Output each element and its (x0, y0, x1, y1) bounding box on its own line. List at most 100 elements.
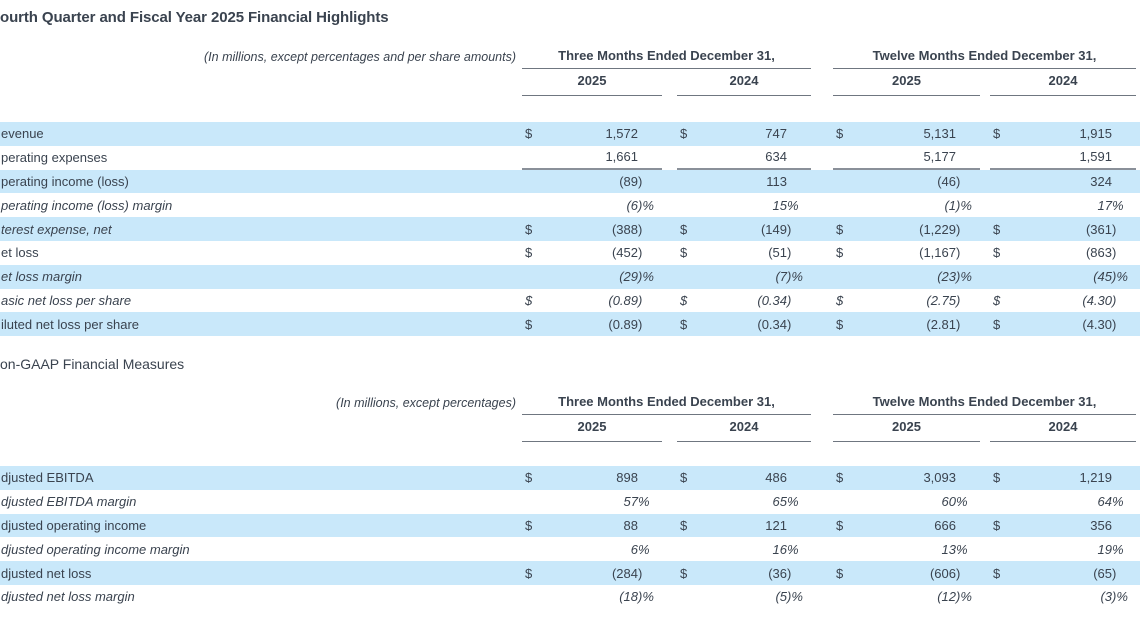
value-cell: $898 (522, 466, 662, 490)
row-label: djusted operating income (1, 517, 147, 533)
row-label: djusted operating income margin (1, 541, 190, 557)
value-cell: 19% (990, 537, 1136, 561)
row-label: perating income (loss) (1, 173, 129, 189)
dollar-sign: $ (680, 126, 688, 142)
value-suffix: ) (638, 173, 643, 189)
value-number: 88 (623, 517, 638, 533)
row-label: et loss (1, 245, 39, 261)
table-row: evenue $1,572 $747 $5,131 $1,915 (0, 122, 1140, 146)
units-note: (In millions, except percentages and per… (204, 50, 516, 64)
value-suffix: % (787, 494, 799, 510)
value-suffix: % (1112, 197, 1124, 213)
page-title: ourth Quarter and Fiscal Year 2025 Finan… (0, 9, 389, 26)
value-number: 1,572 (605, 126, 638, 142)
value-cell: (46) (833, 170, 980, 194)
value-number: 5,131 (923, 126, 956, 142)
value-cell: 65% (677, 490, 811, 514)
row-label: iluted net loss per share (1, 316, 140, 332)
value-number: (4.30 (1082, 316, 1112, 332)
value-suffix: ) (1112, 245, 1117, 261)
value-number: (51 (768, 245, 787, 261)
value-number: (149 (760, 221, 787, 237)
value-cell: $ (361) (990, 217, 1136, 241)
value-cell: (7)% (677, 265, 811, 289)
value-number: 634 (765, 149, 787, 165)
value-cell: (29)% (522, 265, 662, 289)
value-number: (89 (619, 173, 638, 189)
value-cell: $1,572 (522, 122, 662, 146)
dollar-sign: $ (525, 470, 533, 486)
value-cell: (3)% (990, 585, 1136, 609)
dollar-sign: $ (680, 517, 688, 533)
value-suffix: ) (956, 221, 961, 237)
value-suffix: )% (956, 197, 972, 213)
year-header: 2025 (522, 73, 662, 96)
value-number: (46 (937, 173, 956, 189)
value-cell: 16% (677, 537, 811, 561)
value-suffix: % (787, 541, 799, 557)
value-number: (2.81 (926, 316, 956, 332)
dollar-sign: $ (836, 221, 844, 237)
value-cell: $ (0.89) (522, 312, 662, 336)
value-suffix: % (956, 541, 968, 557)
value-cell: $ (388) (522, 217, 662, 241)
dollar-sign: $ (525, 245, 533, 261)
value-cell: 57% (522, 490, 662, 514)
table-row: perating expenses 1,661 634 5,177 1,591 (0, 146, 1140, 170)
value-suffix: ) (1112, 292, 1117, 308)
value-cell: $486 (677, 466, 811, 490)
value-number: 1,591 (1079, 149, 1112, 165)
non-gaap-section-title: on-GAAP Financial Measures (0, 356, 185, 372)
value-number: 65 (772, 494, 787, 510)
dollar-sign: $ (525, 565, 533, 581)
value-number: (6 (626, 197, 638, 213)
value-cell: (45)% (990, 265, 1136, 289)
col-group-twelve-months: Twelve Months Ended December 31, (833, 48, 1136, 69)
value-cell: 634 (677, 146, 811, 170)
value-cell: $ (0.89) (522, 289, 662, 313)
row-label: djusted EBITDA (1, 470, 94, 486)
value-number: 324 (1090, 173, 1112, 189)
value-cell: (6)% (522, 193, 662, 217)
value-number: (23 (937, 269, 956, 285)
value-suffix: % (638, 494, 650, 510)
value-number: (2.75 (926, 292, 956, 308)
value-number: (606 (929, 565, 956, 581)
dollar-sign: $ (836, 126, 844, 142)
value-suffix: ) (956, 292, 961, 308)
dollar-sign: $ (680, 221, 688, 237)
year-header: 2024 (677, 73, 811, 96)
value-cell: $747 (677, 122, 811, 146)
dollar-sign: $ (525, 292, 533, 308)
dollar-sign: $ (993, 316, 1001, 332)
table-header-years: 2025 2024 2025 2024 (0, 419, 1140, 442)
value-number: (361 (1085, 221, 1112, 237)
value-cell: $356 (990, 514, 1136, 538)
value-cell: 17% (990, 193, 1136, 217)
value-number: (284 (611, 565, 638, 581)
year-header: 2024 (677, 419, 811, 442)
row-label: djusted EBITDA margin (1, 494, 137, 510)
dollar-sign: $ (993, 565, 1001, 581)
dollar-sign: $ (836, 470, 844, 486)
value-cell: $ (65) (990, 561, 1136, 585)
table-row: djusted net loss $ (284) $ (36) $ (606) $ (65) (0, 561, 1140, 585)
year-header: 2025 (833, 419, 980, 442)
value-number: (7 (775, 269, 787, 285)
value-number: 19 (1097, 541, 1112, 557)
year-header: 2025 (833, 73, 980, 96)
value-number: (45 (1093, 269, 1112, 285)
value-number: (36 (768, 565, 787, 581)
value-cell: $ (149) (677, 217, 811, 241)
value-number: 16 (772, 541, 787, 557)
table-row: djusted net loss margin (18)% (5)% (12)% (3)… (0, 585, 1140, 609)
value-suffix: ) (638, 245, 643, 261)
value-suffix: % (956, 494, 968, 510)
value-cell: (1)% (833, 193, 980, 217)
value-number: (0.89 (608, 292, 638, 308)
col-group-three-months: Three Months Ended December 31, (522, 48, 811, 69)
value-suffix: % (638, 541, 650, 557)
value-number: (12 (937, 589, 956, 605)
year-header: 2024 (990, 73, 1136, 96)
dollar-sign: $ (680, 565, 688, 581)
